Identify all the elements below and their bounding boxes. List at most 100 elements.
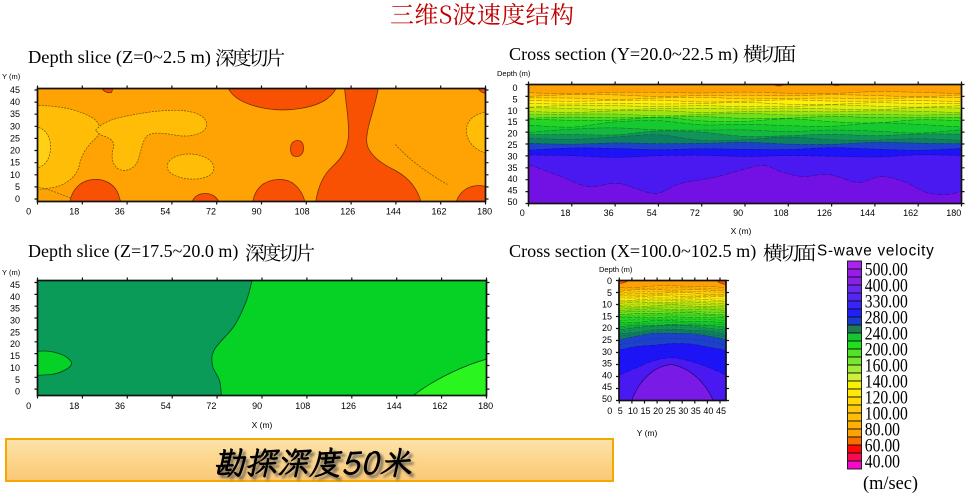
svg-text:(m/sec): (m/sec) (863, 473, 918, 494)
svg-text:10: 10 (10, 170, 20, 180)
svg-text:Y (m): Y (m) (2, 72, 21, 81)
svg-text:162: 162 (432, 401, 447, 411)
svg-text:X (m): X (m) (252, 420, 273, 430)
svg-text:40: 40 (507, 174, 517, 184)
svg-text:40.00: 40.00 (865, 452, 900, 473)
svg-text:0: 0 (607, 406, 612, 416)
svg-text:400.00: 400.00 (865, 276, 908, 297)
svg-text:25: 25 (10, 133, 20, 143)
svg-text:120.00: 120.00 (865, 388, 908, 409)
svg-text:35: 35 (10, 109, 20, 119)
svg-text:180: 180 (477, 207, 492, 217)
svg-text:108: 108 (774, 208, 789, 218)
svg-text:20: 20 (602, 323, 612, 333)
svg-text:35: 35 (691, 406, 701, 416)
svg-text:0: 0 (15, 194, 20, 204)
svg-text:144: 144 (860, 208, 875, 218)
svg-text:240.00: 240.00 (865, 324, 908, 345)
svg-text:15: 15 (640, 406, 650, 416)
svg-text:40: 40 (10, 97, 20, 107)
svg-text:45: 45 (10, 85, 20, 95)
svg-text:60.00: 60.00 (865, 436, 900, 457)
svg-text:Depth (m): Depth (m) (599, 265, 633, 274)
svg-text:108: 108 (295, 207, 310, 217)
svg-text:126: 126 (341, 401, 356, 411)
svg-text:36: 36 (604, 208, 614, 218)
svg-text:25: 25 (10, 327, 20, 337)
svg-text:180: 180 (478, 401, 493, 411)
svg-text:25: 25 (507, 140, 517, 150)
svg-text:90: 90 (733, 208, 743, 218)
svg-text:0: 0 (26, 207, 31, 217)
svg-text:5: 5 (15, 182, 20, 192)
svg-text:30: 30 (10, 316, 20, 326)
svg-text:15: 15 (602, 311, 612, 321)
svg-text:10: 10 (10, 363, 20, 373)
svg-text:5: 5 (15, 375, 20, 385)
svg-text:72: 72 (690, 208, 700, 218)
svg-text:0: 0 (512, 83, 517, 93)
svg-text:36: 36 (115, 401, 125, 411)
svg-text:S-wave velocity: S-wave velocity (817, 242, 935, 259)
svg-text:18: 18 (69, 401, 79, 411)
svg-text:50: 50 (507, 197, 517, 207)
svg-text:20: 20 (653, 406, 663, 416)
svg-text:144: 144 (386, 207, 401, 217)
svg-text:126: 126 (340, 207, 355, 217)
svg-text:Y (m): Y (m) (637, 428, 658, 438)
svg-text:45: 45 (602, 382, 612, 392)
svg-text:30: 30 (507, 151, 517, 161)
svg-text:280.00: 280.00 (865, 308, 908, 329)
svg-text:18: 18 (69, 207, 79, 217)
svg-text:140.00: 140.00 (865, 372, 908, 393)
svg-text:35: 35 (507, 163, 517, 173)
svg-text:30: 30 (678, 406, 688, 416)
svg-text:35: 35 (602, 359, 612, 369)
svg-text:18: 18 (560, 208, 570, 218)
svg-text:40: 40 (703, 406, 713, 416)
svg-text:Y (m): Y (m) (2, 268, 21, 277)
svg-text:45: 45 (507, 186, 517, 196)
svg-text:90: 90 (252, 207, 262, 217)
svg-text:90: 90 (252, 401, 262, 411)
svg-text:72: 72 (206, 401, 216, 411)
svg-text:0: 0 (15, 387, 20, 397)
svg-text:40: 40 (602, 370, 612, 380)
svg-text:108: 108 (295, 401, 310, 411)
svg-text:162: 162 (903, 208, 918, 218)
svg-text:80.00: 80.00 (865, 420, 900, 441)
svg-text:162: 162 (431, 207, 446, 217)
svg-text:5: 5 (618, 406, 623, 416)
svg-text:20: 20 (10, 146, 20, 156)
svg-text:126: 126 (817, 208, 832, 218)
svg-text:45: 45 (10, 280, 20, 290)
svg-text:25: 25 (602, 335, 612, 345)
svg-text:15: 15 (10, 351, 20, 361)
svg-text:45: 45 (716, 406, 726, 416)
svg-text:100.00: 100.00 (865, 404, 908, 425)
svg-text:20: 20 (10, 339, 20, 349)
svg-text:0: 0 (520, 208, 525, 218)
svg-text:20: 20 (507, 129, 517, 139)
svg-text:30: 30 (10, 121, 20, 131)
svg-text:0: 0 (607, 276, 612, 286)
svg-text:Depth (m): Depth (m) (497, 69, 531, 78)
svg-text:72: 72 (206, 207, 216, 217)
svg-text:330.00: 330.00 (865, 292, 908, 313)
svg-text:54: 54 (647, 208, 657, 218)
svg-text:54: 54 (161, 401, 171, 411)
svg-text:144: 144 (387, 401, 402, 411)
svg-text:36: 36 (115, 207, 125, 217)
svg-text:25: 25 (666, 406, 676, 416)
svg-text:200.00: 200.00 (865, 340, 908, 361)
svg-text:500.00: 500.00 (865, 260, 908, 281)
svg-text:5: 5 (607, 288, 612, 298)
svg-text:15: 15 (10, 158, 20, 168)
svg-text:5: 5 (512, 94, 517, 104)
svg-text:50: 50 (602, 394, 612, 404)
svg-text:10: 10 (628, 406, 638, 416)
svg-text:180: 180 (946, 208, 961, 218)
svg-text:35: 35 (10, 304, 20, 314)
svg-text:40: 40 (10, 292, 20, 302)
svg-text:10: 10 (507, 106, 517, 116)
